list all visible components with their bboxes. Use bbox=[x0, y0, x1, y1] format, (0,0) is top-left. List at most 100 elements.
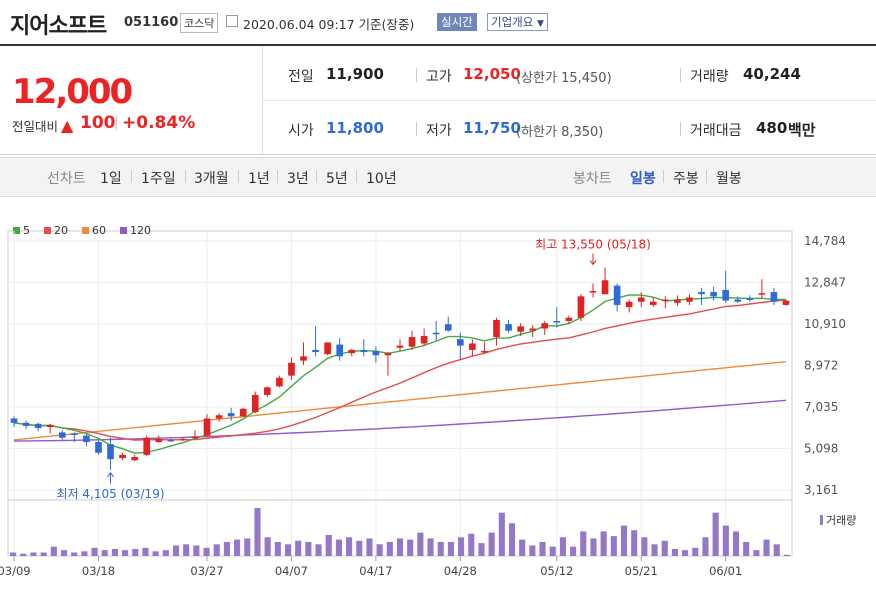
volume-bar bbox=[468, 533, 475, 556]
volume-bar bbox=[722, 525, 729, 556]
amount-value: 480 bbox=[756, 119, 788, 137]
high-annotation: 최고 13,550 (05/18) bbox=[535, 237, 651, 251]
divider bbox=[316, 170, 317, 183]
divider bbox=[680, 122, 681, 136]
y-tick-label: 14,784 bbox=[804, 234, 846, 248]
open-label: 시가 bbox=[288, 123, 314, 139]
amount-label: 거래대금 bbox=[690, 123, 742, 139]
low-price: 11,750 bbox=[463, 119, 521, 137]
volume-bar bbox=[30, 552, 37, 556]
divider bbox=[116, 116, 117, 130]
x-tick-label: 04/07 bbox=[275, 564, 308, 578]
volume-bar bbox=[356, 540, 363, 556]
period-10y[interactable]: 10년 bbox=[366, 171, 397, 187]
volume-bar bbox=[488, 532, 495, 556]
volume-bar bbox=[529, 545, 536, 556]
volume-bar bbox=[223, 541, 230, 556]
volume-bar bbox=[407, 539, 414, 556]
candle-body bbox=[276, 377, 283, 387]
candle-body bbox=[215, 415, 223, 419]
candle-body bbox=[22, 422, 30, 426]
volume-bar bbox=[152, 551, 159, 556]
period-5y[interactable]: 5년 bbox=[326, 171, 348, 187]
chart-toolbar bbox=[0, 157, 876, 197]
row-divider bbox=[263, 100, 876, 101]
divider bbox=[356, 170, 357, 183]
price-box bbox=[0, 46, 263, 154]
period-3y[interactable]: 3년 bbox=[287, 171, 309, 187]
volume-bar bbox=[60, 550, 68, 556]
period-1w[interactable]: 1주일 bbox=[141, 171, 176, 187]
volume-bar bbox=[763, 539, 770, 556]
candle-monthly[interactable]: 월봉 bbox=[716, 171, 742, 187]
legend-swatch bbox=[82, 227, 89, 234]
volume-bar bbox=[753, 550, 760, 556]
volume-bar bbox=[651, 544, 658, 556]
low-annotation-arrowhead bbox=[107, 471, 114, 478]
candle-body bbox=[674, 299, 681, 303]
candle-body bbox=[10, 418, 18, 423]
chevron-down-icon: ▼ bbox=[536, 19, 544, 29]
candle-body bbox=[360, 349, 368, 353]
candle-body bbox=[324, 342, 331, 355]
candle-daily[interactable]: 일봉 bbox=[630, 171, 656, 187]
candle-body bbox=[119, 454, 126, 459]
legend-label: 60 bbox=[92, 224, 106, 237]
candle-body bbox=[698, 292, 705, 295]
volume-bar bbox=[91, 547, 98, 556]
company-overview-dropdown[interactable]: 기업개요 ▼ bbox=[487, 13, 548, 31]
volume-legend-swatch bbox=[820, 515, 823, 525]
volume-bar bbox=[386, 541, 393, 556]
candle-body bbox=[637, 297, 645, 302]
period-1d[interactable]: 1일 bbox=[100, 171, 122, 187]
prev-close: 11,900 bbox=[326, 65, 384, 83]
divider bbox=[416, 68, 417, 82]
divider bbox=[706, 170, 707, 183]
volume-bar bbox=[162, 550, 169, 556]
candle-body bbox=[553, 320, 561, 323]
candle-body bbox=[456, 339, 464, 346]
volume-bar bbox=[580, 531, 587, 556]
volume-bar bbox=[366, 538, 373, 556]
lower-limit: (하한가 8,350) bbox=[516, 125, 604, 140]
volume-bar bbox=[508, 523, 516, 556]
y-tick-label: 8,972 bbox=[804, 359, 838, 373]
candle-body bbox=[505, 324, 512, 331]
volume-bar bbox=[325, 534, 332, 556]
period-3m[interactable]: 3개월 bbox=[194, 171, 229, 187]
company-overview-label: 기업개요 bbox=[491, 15, 534, 29]
divider bbox=[185, 170, 186, 183]
candle-body bbox=[34, 423, 42, 429]
volume-bar bbox=[284, 544, 292, 556]
candle-body bbox=[625, 301, 633, 308]
candle-body bbox=[58, 432, 66, 438]
volume-bar bbox=[498, 512, 505, 556]
ma120-line bbox=[13, 399, 787, 442]
up-arrow-icon: ▲ bbox=[61, 116, 74, 135]
volume-bar bbox=[661, 540, 668, 556]
ma20-line bbox=[13, 299, 787, 441]
candle-weekly[interactable]: 주봉 bbox=[673, 171, 699, 187]
candle-body bbox=[481, 350, 488, 353]
period-1y[interactable]: 1년 bbox=[248, 171, 270, 187]
volume-bar bbox=[172, 545, 180, 556]
candle-body bbox=[143, 437, 151, 455]
legend-swatch bbox=[44, 227, 51, 234]
candle-body bbox=[420, 335, 428, 344]
candle-body bbox=[131, 457, 138, 461]
x-tick-label: 03/09 bbox=[0, 564, 31, 578]
candle-body bbox=[239, 408, 247, 417]
candle-body bbox=[348, 349, 356, 354]
realtime-button[interactable]: 실시간 bbox=[437, 13, 477, 31]
x-tick-label: 03/18 bbox=[82, 564, 115, 578]
legend-label: 120 bbox=[130, 224, 151, 237]
current-price: 12,000 bbox=[12, 72, 133, 112]
x-tick-label: 04/17 bbox=[359, 564, 392, 578]
candle-body bbox=[384, 353, 392, 356]
volume-bar bbox=[743, 541, 750, 556]
volume-bar bbox=[437, 541, 444, 556]
stock-header: 지어소프트 051160 코스닥 2020.06.04 09:17 기준(장중)… bbox=[0, 0, 876, 44]
candle-body bbox=[722, 289, 729, 301]
volume-bar bbox=[244, 538, 251, 556]
volume-bar bbox=[447, 541, 454, 556]
